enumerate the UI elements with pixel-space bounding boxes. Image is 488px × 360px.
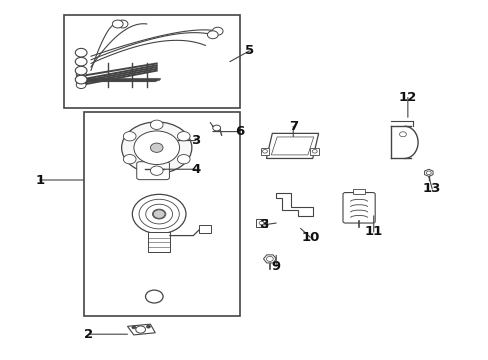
Circle shape <box>152 209 165 219</box>
Circle shape <box>262 149 267 153</box>
Circle shape <box>112 20 123 28</box>
Circle shape <box>212 27 223 35</box>
Circle shape <box>75 57 87 66</box>
Circle shape <box>76 67 86 74</box>
Text: 5: 5 <box>244 44 253 57</box>
FancyBboxPatch shape <box>342 193 374 223</box>
Text: 6: 6 <box>235 125 244 138</box>
Circle shape <box>150 120 163 130</box>
Circle shape <box>399 132 406 137</box>
Circle shape <box>153 210 164 219</box>
Bar <box>64 15 239 108</box>
Bar <box>352 189 364 194</box>
Polygon shape <box>127 324 155 335</box>
FancyBboxPatch shape <box>137 162 169 180</box>
Bar <box>310 148 319 155</box>
Polygon shape <box>424 169 432 176</box>
Text: 7: 7 <box>288 120 297 133</box>
Circle shape <box>123 132 136 141</box>
Text: 12: 12 <box>398 91 416 104</box>
Circle shape <box>134 131 179 165</box>
Text: 9: 9 <box>271 260 280 273</box>
Bar <box>83 112 239 316</box>
Circle shape <box>123 154 136 164</box>
Circle shape <box>177 132 190 141</box>
Circle shape <box>312 149 317 153</box>
Circle shape <box>75 75 87 84</box>
Circle shape <box>122 122 191 174</box>
Circle shape <box>76 81 86 89</box>
Circle shape <box>259 221 264 225</box>
Polygon shape <box>266 134 318 158</box>
Text: 8: 8 <box>259 218 268 231</box>
Circle shape <box>132 194 185 234</box>
Circle shape <box>76 71 86 78</box>
Circle shape <box>150 166 163 175</box>
Polygon shape <box>271 137 313 155</box>
Circle shape <box>145 290 163 303</box>
Text: 1: 1 <box>35 174 44 186</box>
Text: 4: 4 <box>191 163 200 176</box>
Circle shape <box>136 326 145 333</box>
Circle shape <box>139 199 179 229</box>
Circle shape <box>75 48 87 57</box>
Circle shape <box>177 154 190 164</box>
Polygon shape <box>255 219 267 227</box>
Circle shape <box>132 326 136 329</box>
Circle shape <box>145 204 172 224</box>
Circle shape <box>76 74 86 81</box>
Circle shape <box>212 125 220 131</box>
Circle shape <box>117 20 128 28</box>
Circle shape <box>426 171 430 175</box>
Text: 13: 13 <box>422 183 441 195</box>
Text: 2: 2 <box>84 328 93 341</box>
Circle shape <box>76 78 86 85</box>
Bar <box>199 225 211 233</box>
Polygon shape <box>263 255 276 263</box>
Text: 11: 11 <box>364 225 382 238</box>
Bar <box>148 232 169 252</box>
Text: 3: 3 <box>191 134 200 147</box>
Circle shape <box>75 66 87 75</box>
Circle shape <box>207 31 218 39</box>
Text: 10: 10 <box>301 231 319 244</box>
Circle shape <box>150 143 163 152</box>
Bar <box>260 148 269 155</box>
Polygon shape <box>276 193 312 216</box>
Circle shape <box>266 256 273 261</box>
Circle shape <box>146 325 150 328</box>
